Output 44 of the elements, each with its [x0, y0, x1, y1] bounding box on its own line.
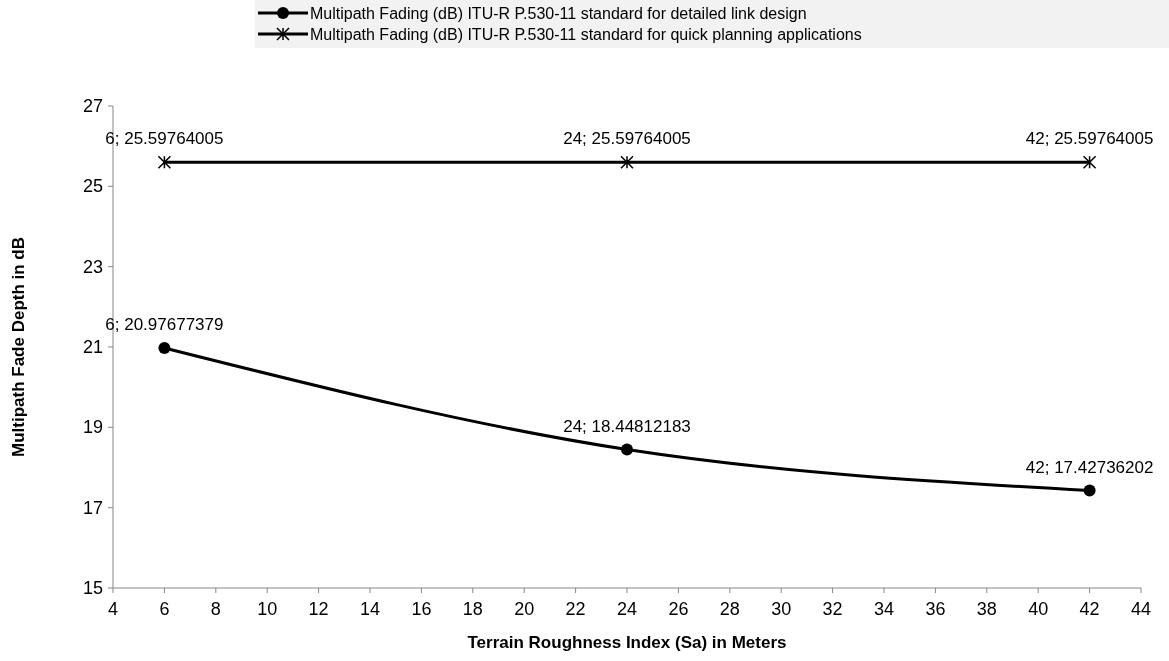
point — [1083, 484, 1096, 497]
x-tick-label: 22 — [565, 599, 586, 619]
x-tick-label: 38 — [976, 599, 997, 619]
point — [620, 155, 634, 170]
data-label: 6; 20.97677379 — [105, 314, 224, 334]
x-tick-label: 14 — [359, 599, 381, 619]
x-tick-label: 4 — [107, 599, 119, 619]
x-tick-label: 16 — [411, 599, 432, 619]
x-tick-label: 28 — [719, 599, 740, 619]
y-tick-label: 25 — [82, 176, 103, 197]
legend-label: Multipath Fading (dB) ITU-R P.530-11 standard for quick planning applications — [310, 26, 862, 43]
data-label: 24; 25.59764005 — [563, 129, 691, 149]
data-label: 6; 25.59764005 — [105, 129, 224, 149]
x-tick-label: 42 — [1079, 599, 1100, 619]
x-tick-label: 32 — [822, 599, 843, 619]
point — [621, 443, 633, 456]
x-tick-label: 8 — [210, 599, 221, 619]
point — [158, 341, 171, 354]
y-tick-label: 17 — [82, 497, 103, 518]
y-tick-label: 15 — [82, 578, 103, 598]
x-tick-label: 40 — [1028, 599, 1049, 619]
y-tick-label: 27 — [82, 96, 103, 116]
data-label: 24; 18.44812183 — [563, 416, 691, 436]
x-axis-title: Terrain Roughness Index (Sa) in Meters — [467, 633, 787, 652]
x-tick-label: 10 — [257, 599, 278, 619]
x-tick-label: 26 — [668, 599, 689, 619]
y-tick-label: 23 — [82, 256, 103, 277]
y-tick-label: 19 — [82, 417, 103, 438]
y-tick-label: 21 — [82, 337, 103, 357]
point — [157, 155, 172, 170]
x-tick-label: 36 — [925, 599, 946, 619]
data-label: 42; 17.42736202 — [1025, 457, 1154, 477]
data-label: 42; 25.59764005 — [1025, 129, 1154, 149]
y-axis-title: Multipath Fade Depth in dB — [9, 236, 28, 458]
x-tick-label: 44 — [1130, 599, 1152, 619]
x-tick-label: 30 — [771, 599, 792, 619]
x-tick-label: 6 — [159, 599, 170, 619]
x-tick-label: 20 — [514, 599, 535, 619]
x-tick-label: 24 — [616, 599, 638, 619]
x-tick-label: 18 — [462, 599, 483, 619]
legend-label: Multipath Fading (dB) ITU-R P.530-11 standard for detailed link design — [310, 5, 807, 22]
x-tick-label: 34 — [873, 599, 895, 619]
x-tick-label: 12 — [308, 599, 329, 619]
point — [1082, 155, 1097, 170]
